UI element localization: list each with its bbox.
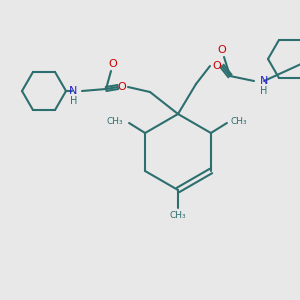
Text: O: O	[218, 45, 226, 55]
Text: H: H	[260, 86, 267, 96]
Text: CH₃: CH₃	[106, 116, 123, 125]
Text: O: O	[118, 82, 126, 92]
Text: O: O	[109, 59, 117, 69]
Text: CH₃: CH₃	[170, 211, 186, 220]
Text: CH₃: CH₃	[231, 116, 247, 125]
Text: H: H	[70, 96, 77, 106]
Text: N: N	[69, 86, 77, 96]
Text: N: N	[260, 76, 269, 86]
Text: O: O	[213, 61, 221, 71]
